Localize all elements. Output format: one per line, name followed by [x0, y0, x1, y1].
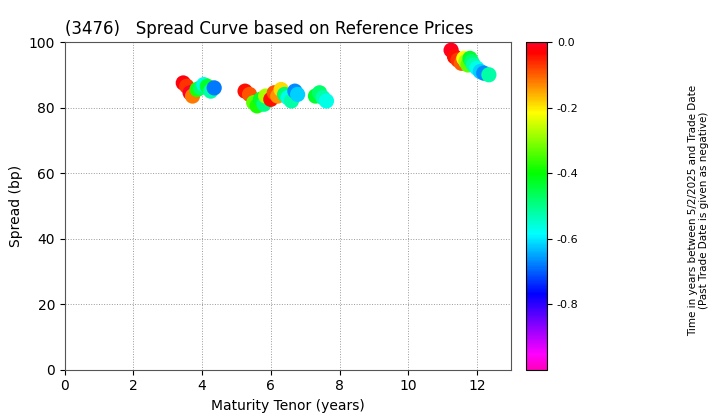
- Point: [289, 88, 301, 94]
- Y-axis label: Spread (bp): Spread (bp): [9, 165, 23, 247]
- Point: [282, 94, 294, 101]
- Point: [251, 102, 263, 109]
- Point: [258, 101, 270, 108]
- Point: [208, 84, 220, 91]
- Point: [178, 79, 189, 86]
- Point: [181, 83, 192, 89]
- Point: [320, 97, 332, 104]
- Point: [198, 81, 210, 88]
- Point: [456, 60, 467, 67]
- Point: [471, 65, 482, 71]
- Point: [464, 55, 476, 62]
- Point: [310, 93, 321, 100]
- Point: [449, 53, 460, 60]
- Point: [474, 68, 486, 75]
- Point: [318, 94, 329, 101]
- Point: [466, 58, 477, 65]
- Point: [260, 93, 271, 100]
- Point: [186, 93, 198, 100]
- Text: (3476)   Spread Curve based on Reference Prices: (3476) Spread Curve based on Reference P…: [65, 20, 473, 38]
- Point: [248, 99, 259, 106]
- Point: [292, 91, 303, 98]
- Point: [286, 97, 297, 104]
- Point: [255, 96, 266, 102]
- Point: [194, 84, 206, 91]
- Point: [460, 58, 472, 65]
- Point: [452, 57, 464, 63]
- Point: [478, 70, 490, 76]
- Point: [483, 71, 495, 78]
- Point: [275, 86, 287, 93]
- Point: [265, 96, 276, 102]
- Point: [202, 83, 213, 89]
- Point: [468, 62, 480, 68]
- Point: [458, 55, 469, 62]
- Point: [462, 62, 474, 68]
- Point: [446, 47, 457, 53]
- Point: [205, 88, 217, 94]
- X-axis label: Maturity Tenor (years): Maturity Tenor (years): [211, 399, 365, 413]
- Text: Time in years between 5/2/2025 and Trade Date
(Past Trade Date is given as negat: Time in years between 5/2/2025 and Trade…: [688, 84, 709, 336]
- Point: [269, 89, 280, 96]
- Point: [239, 88, 251, 94]
- Point: [192, 86, 203, 93]
- Point: [279, 91, 290, 98]
- Point: [244, 91, 256, 98]
- Point: [314, 89, 325, 96]
- Point: [184, 89, 196, 96]
- Point: [272, 93, 284, 100]
